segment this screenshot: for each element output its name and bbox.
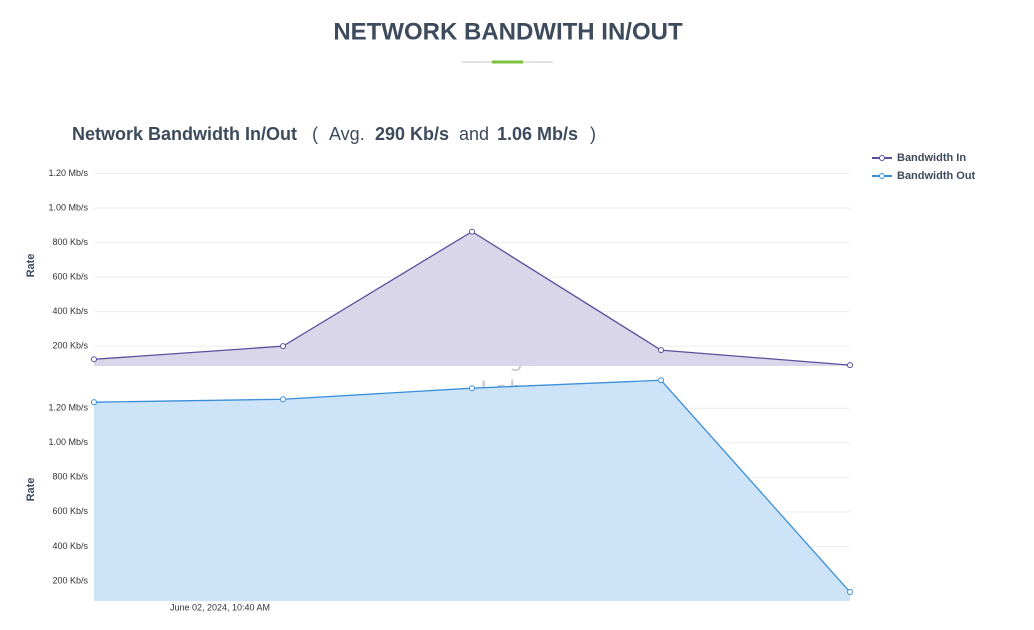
y-tick-label: 1.00 Mb/s [48, 437, 88, 447]
y-tick-label: 800 Kb/s [52, 472, 88, 482]
page-title: NETWORK BANDWITH IN/OUT [333, 18, 683, 45]
point [658, 377, 664, 384]
paren: ) [590, 124, 596, 144]
point [91, 399, 97, 406]
y-axis-label: Rate [25, 478, 37, 502]
point [469, 228, 475, 235]
y-tick-label: 600 Kb/s [52, 506, 88, 516]
avg-out: 1.06 Mb/s [497, 124, 578, 144]
point [847, 589, 853, 596]
y-tick-label: 1.20 Mb/s [48, 168, 88, 178]
legend-marker [879, 155, 885, 161]
y-tick-label: 800 Kb/s [52, 237, 88, 247]
avg-label: Avg. [329, 124, 365, 144]
x-tick-label: June 02, 2024, 10:40 AM [170, 602, 270, 612]
point [91, 356, 97, 363]
area [94, 231, 850, 366]
y-tick-label: 200 Kb/s [52, 575, 88, 585]
point [847, 362, 853, 369]
legend-marker [879, 173, 885, 179]
y-tick-label: 1.20 Mb/s [48, 403, 88, 413]
point [658, 347, 664, 354]
point [469, 385, 475, 392]
point [280, 396, 286, 403]
chart-title: Network Bandwidth In/Out [72, 124, 297, 144]
and: and [459, 124, 489, 144]
legend-label: Bandwidth In [897, 152, 966, 164]
legend-label: Bandwidth Out [897, 170, 976, 182]
point [280, 343, 286, 350]
y-tick-label: 1.00 Mb/s [48, 203, 88, 213]
y-tick-label: 200 Kb/s [52, 341, 88, 351]
y-tick-label: 400 Kb/s [52, 541, 88, 551]
avg-in: 290 Kb/s [375, 124, 449, 144]
y-tick-label: 600 Kb/s [52, 272, 88, 282]
paren: ( [312, 124, 318, 144]
legend: Bandwidth In Bandwidth Out [872, 152, 976, 182]
area [94, 380, 850, 601]
y-axis-label: Rate [25, 254, 37, 278]
y-tick-label: 400 Kb/s [52, 306, 88, 316]
